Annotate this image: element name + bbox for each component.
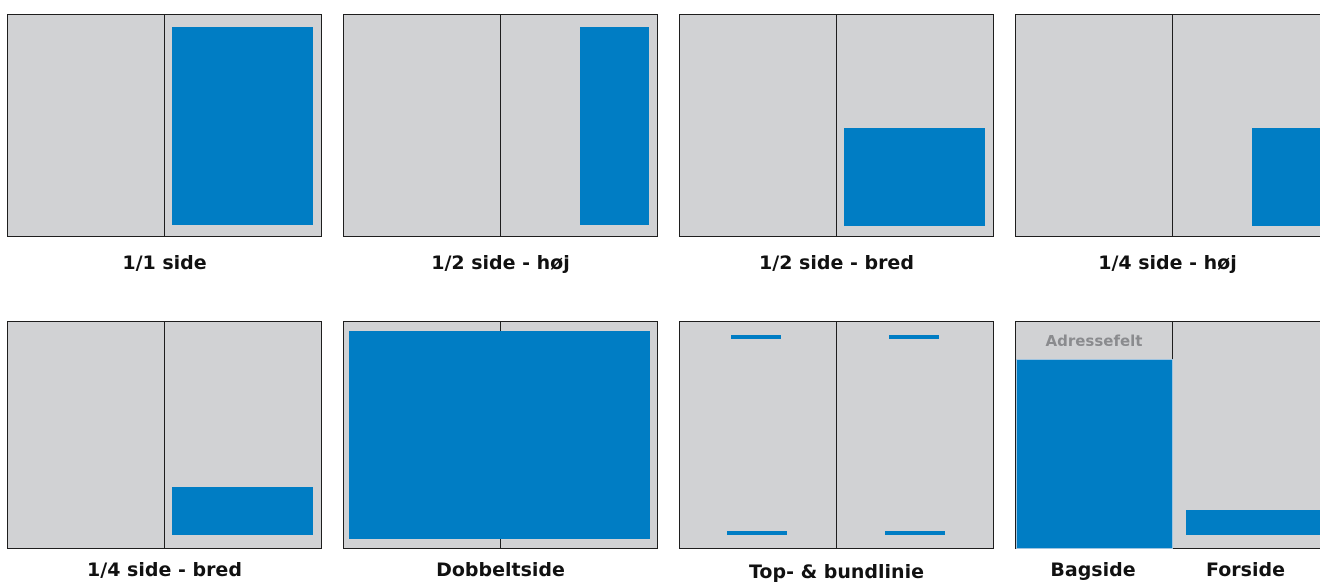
format-label-back-cover: Bagside — [1050, 559, 1136, 581]
ad-topline-left — [731, 335, 781, 339]
format-label: 1/2 side - bred — [759, 252, 914, 274]
ad-area-double-page — [349, 331, 650, 539]
fold-line — [1172, 15, 1173, 236]
ad-bottomline-left — [727, 531, 787, 535]
format-label: 1/4 side - høj — [1098, 252, 1237, 274]
fold-line — [164, 322, 165, 548]
spread-quarter-page-tall — [1015, 14, 1320, 237]
ad-area-quarter-page-wide — [172, 487, 313, 535]
address-field-label: Adressefelt — [1045, 332, 1143, 350]
ad-area-back-cover — [1016, 359, 1173, 549]
spread-half-page-tall — [343, 14, 658, 237]
ad-area-half-page-wide — [844, 128, 985, 226]
format-label: 1/2 side - høj — [431, 252, 570, 274]
spread-full-page — [7, 14, 322, 237]
fold-line — [1172, 322, 1173, 548]
format-label: Dobbeltside — [436, 559, 565, 581]
ad-bottomline-right — [885, 531, 945, 535]
format-label: Top- & bundlinie — [749, 561, 924, 583]
spread-top-bottom-lines — [679, 321, 994, 549]
ad-area-full-page — [172, 27, 313, 225]
spread-double-page — [343, 321, 658, 549]
ad-topline-right — [889, 335, 939, 339]
spread-half-page-wide — [679, 14, 994, 237]
spread-back-front-cover: Adressefelt — [1015, 321, 1320, 549]
spread-quarter-page-wide — [7, 321, 322, 549]
ad-area-half-page-tall — [580, 27, 649, 225]
fold-line — [500, 15, 501, 236]
format-label: 1/1 side — [122, 252, 207, 274]
format-label: 1/4 side - bred — [87, 559, 242, 581]
fold-line — [836, 322, 837, 548]
ad-area-quarter-page-tall — [1252, 128, 1320, 226]
fold-line — [836, 15, 837, 236]
fold-line — [164, 15, 165, 236]
ad-area-front-cover-strip — [1186, 510, 1320, 535]
format-label-front-cover: Forside — [1206, 559, 1285, 581]
